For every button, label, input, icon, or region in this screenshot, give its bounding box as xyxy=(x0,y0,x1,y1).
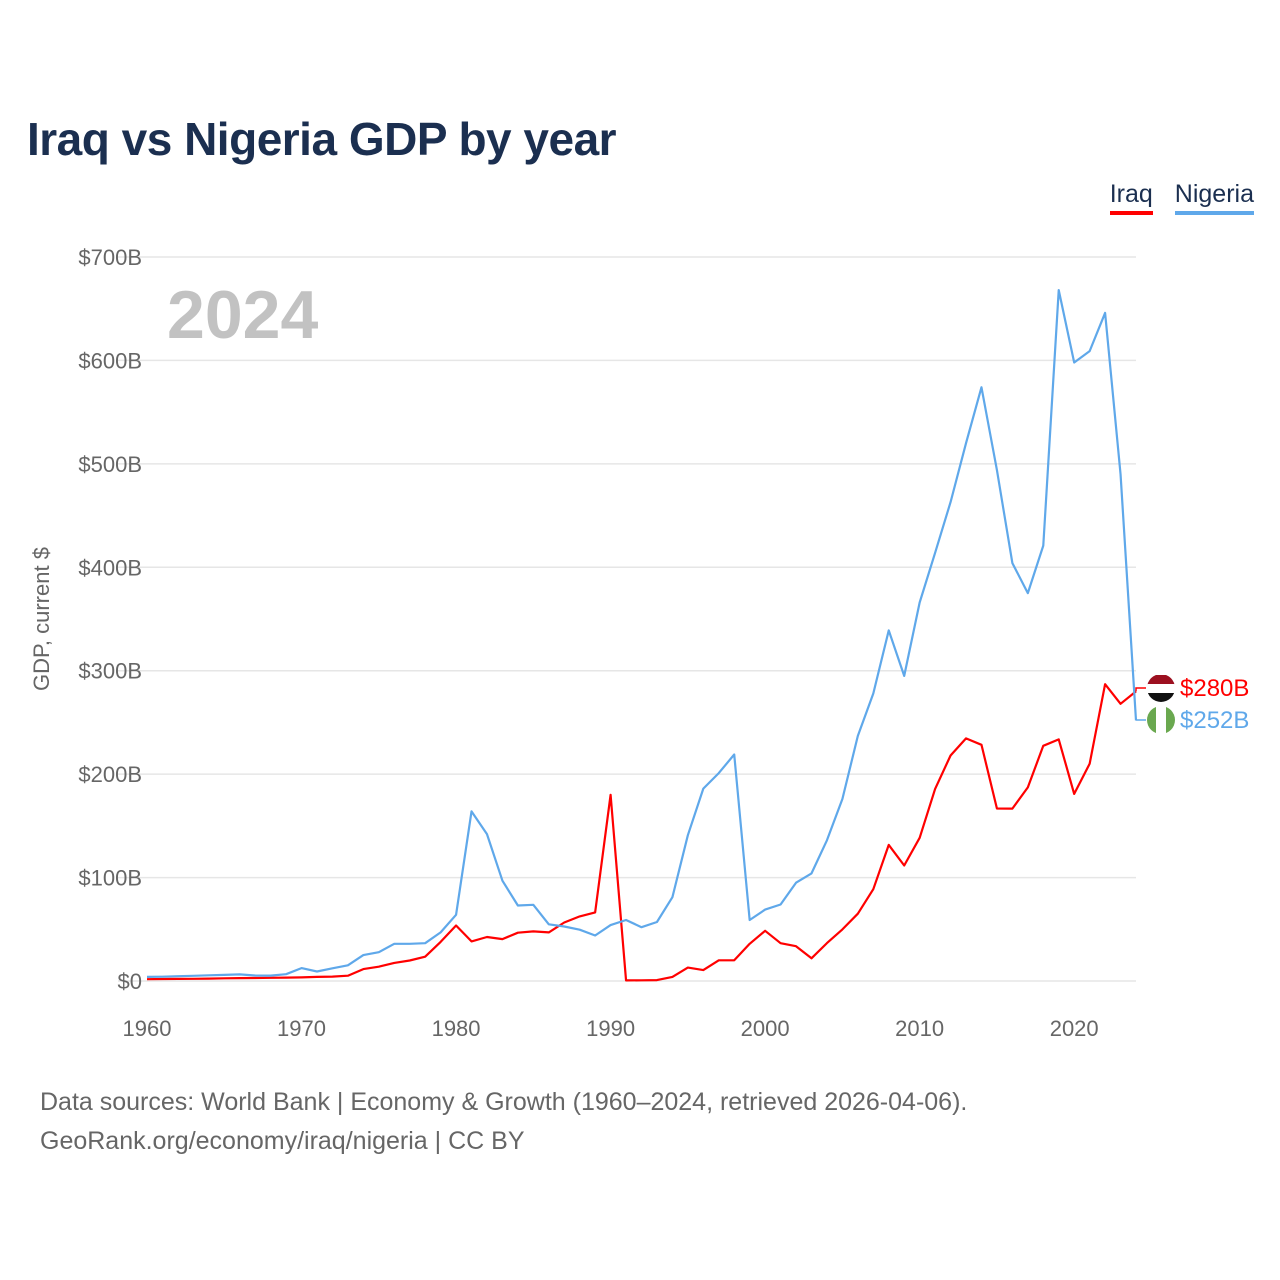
x-tick-label: 1990 xyxy=(586,1016,635,1041)
end-value-label: $280B xyxy=(1180,675,1249,702)
series-line-iraq xyxy=(146,683,1137,982)
y-tick-label: $500B xyxy=(78,452,142,477)
end-connector xyxy=(1135,687,1146,692)
footer: Data sources: World Bank | Economy & Gro… xyxy=(40,1083,967,1161)
y-tick-label: $0 xyxy=(118,969,142,994)
legend-item-nigeria[interactable]: Nigeria xyxy=(1174,180,1254,215)
year-watermark: 2024 xyxy=(167,277,318,353)
x-tick-label: 1980 xyxy=(432,1016,481,1041)
iraq-flag-icon xyxy=(1147,675,1175,702)
series-line-nigeria xyxy=(146,289,1138,978)
y-tick-label: $600B xyxy=(78,348,142,373)
y-tick-label: $100B xyxy=(78,866,142,891)
data-sources: Data sources: World Bank | Economy & Gro… xyxy=(40,1088,968,1116)
source-link[interactable]: GeoRank.org/economy/iraq/nigeria | CC BY xyxy=(40,1127,525,1155)
end-value-label: $252B xyxy=(1180,707,1249,734)
x-tick-label: 2020 xyxy=(1050,1016,1099,1041)
chart-title: Iraq vs Nigeria GDP by year xyxy=(27,113,617,165)
legend: Iraq Nigeria xyxy=(1109,180,1254,215)
y-tick-label: $200B xyxy=(78,762,142,787)
x-tick-label: 2000 xyxy=(741,1016,790,1041)
y-tick-label: $400B xyxy=(78,555,142,580)
y-tick-label: $300B xyxy=(78,659,142,684)
x-tick-label: 1970 xyxy=(277,1016,326,1041)
nigeria-flag-icon xyxy=(1147,706,1175,734)
x-tick-label: 1960 xyxy=(123,1016,172,1041)
x-tick-label: 2010 xyxy=(895,1016,944,1041)
y-tick-label: $700B xyxy=(78,245,142,270)
legend-item-iraq[interactable]: Iraq xyxy=(1109,180,1153,215)
y-axis-label: GDP, current $ xyxy=(29,547,54,691)
